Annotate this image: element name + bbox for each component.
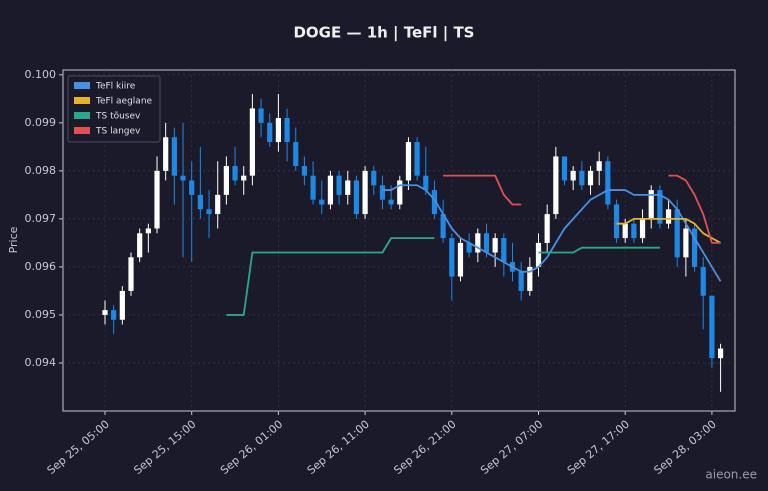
candle-body	[128, 257, 134, 291]
candle-body	[622, 223, 628, 239]
candle-body	[345, 180, 351, 195]
legend-swatch	[74, 82, 90, 89]
candle-body	[249, 108, 255, 176]
candle-body	[310, 175, 316, 200]
candle-body	[293, 142, 299, 167]
candle-body	[301, 166, 308, 176]
candle-body	[709, 295, 715, 359]
candle-body	[596, 161, 602, 171]
candle-body	[206, 209, 212, 215]
candle-body	[180, 175, 186, 181]
candle-body	[431, 190, 438, 215]
plot-frame	[62, 69, 736, 412]
candle-body	[379, 185, 386, 200]
candle-body	[145, 228, 151, 234]
candle-body	[561, 156, 568, 181]
candle-body	[119, 290, 125, 320]
candle-body	[327, 175, 334, 205]
candle-body	[197, 194, 203, 210]
y-tick-label: 0.096	[25, 260, 57, 273]
candle-body	[154, 170, 160, 229]
candle-body	[275, 118, 281, 143]
candle-body	[518, 271, 524, 291]
y-axis-label: Price	[7, 226, 20, 253]
candle-body	[241, 175, 247, 181]
candle-body	[163, 137, 169, 171]
candle-body	[405, 142, 412, 181]
candle-body	[371, 170, 377, 186]
y-tick-label: 0.098	[25, 164, 57, 177]
candle-body	[639, 218, 646, 239]
legend-label: TeFl aeglane	[95, 97, 153, 107]
candle-body	[232, 166, 238, 181]
candle-body	[414, 142, 420, 176]
candle-body	[648, 190, 654, 219]
y-tick-label: 0.094	[25, 356, 57, 369]
y-tick-label: 0.095	[25, 308, 57, 321]
candle-body	[102, 310, 108, 315]
y-tick-label: 0.097	[25, 212, 57, 225]
candle-body	[579, 170, 585, 186]
candle-body	[475, 233, 481, 253]
legend-box	[67, 75, 161, 143]
candle-body	[284, 118, 290, 143]
candle-body	[397, 180, 403, 205]
candle-body	[492, 238, 498, 253]
candle-body	[258, 108, 264, 123]
y-tick-label: 0.100	[25, 68, 57, 81]
candle-body	[336, 175, 342, 195]
legend-label: TeFl kiire	[95, 82, 136, 92]
legend-swatch	[74, 112, 90, 119]
candle-body	[111, 310, 117, 320]
candle-body	[657, 190, 663, 224]
candle-body	[665, 209, 672, 224]
candle-body	[457, 242, 464, 277]
series-line	[443, 174, 721, 244]
candle-body	[440, 214, 446, 239]
candle-body	[171, 137, 177, 176]
candle-body	[544, 214, 550, 243]
candle-body	[189, 180, 195, 195]
candle-body	[362, 170, 368, 215]
candle-body	[449, 238, 455, 277]
candle-body	[605, 161, 611, 205]
candle-body	[691, 228, 698, 267]
chart-title: DOGE — 1h | TeFl | TS	[293, 24, 474, 43]
candle-body	[700, 266, 706, 296]
candle-body	[570, 170, 576, 181]
candle-body	[267, 122, 273, 143]
candle-body	[137, 233, 143, 258]
series-line	[226, 237, 660, 316]
series-line	[382, 184, 722, 282]
candle-body	[501, 238, 507, 263]
candle-body	[388, 199, 394, 205]
legend-label: TS tõusev	[95, 112, 141, 122]
candle-body	[466, 242, 472, 253]
y-tick-label: 0.099	[25, 116, 57, 129]
candle-body	[535, 242, 542, 267]
candle-body	[613, 204, 620, 239]
candle-body	[631, 223, 637, 239]
candle-body	[423, 175, 429, 191]
candle-body	[215, 194, 221, 215]
legend-swatch	[74, 97, 90, 104]
candle-body	[553, 156, 559, 215]
watermark: aieon.ee	[705, 468, 757, 482]
candle-body	[353, 180, 360, 215]
candle-body	[527, 266, 533, 291]
candle-body	[587, 170, 594, 186]
candle-body	[223, 166, 229, 195]
legend-label: TS langev	[95, 127, 141, 137]
candle-body	[683, 228, 689, 258]
legend-swatch	[74, 127, 90, 134]
candle-body	[717, 348, 724, 359]
series-line	[616, 217, 722, 244]
candle-body	[483, 233, 490, 253]
candle-body	[674, 209, 680, 258]
candle-body	[319, 199, 325, 205]
